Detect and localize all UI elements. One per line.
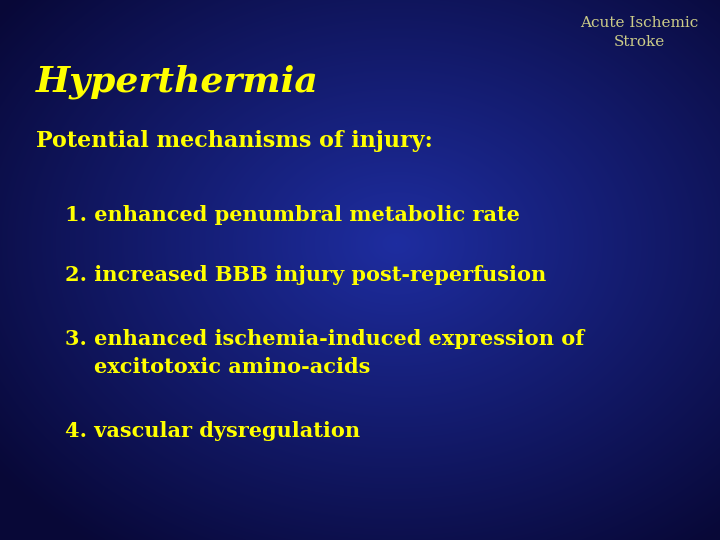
Text: 4. vascular dysregulation: 4. vascular dysregulation (65, 421, 360, 441)
Text: 1. enhanced penumbral metabolic rate: 1. enhanced penumbral metabolic rate (65, 205, 520, 225)
Text: Acute Ischemic
Stroke: Acute Ischemic Stroke (580, 16, 698, 49)
Text: 2. increased BBB injury post-reperfusion: 2. increased BBB injury post-reperfusion (65, 265, 546, 285)
Text: Potential mechanisms of injury:: Potential mechanisms of injury: (36, 130, 433, 152)
Text: Hyperthermia: Hyperthermia (36, 65, 319, 99)
Text: 3. enhanced ischemia-induced expression of
    excitotoxic amino-acids: 3. enhanced ischemia-induced expression … (65, 329, 584, 377)
